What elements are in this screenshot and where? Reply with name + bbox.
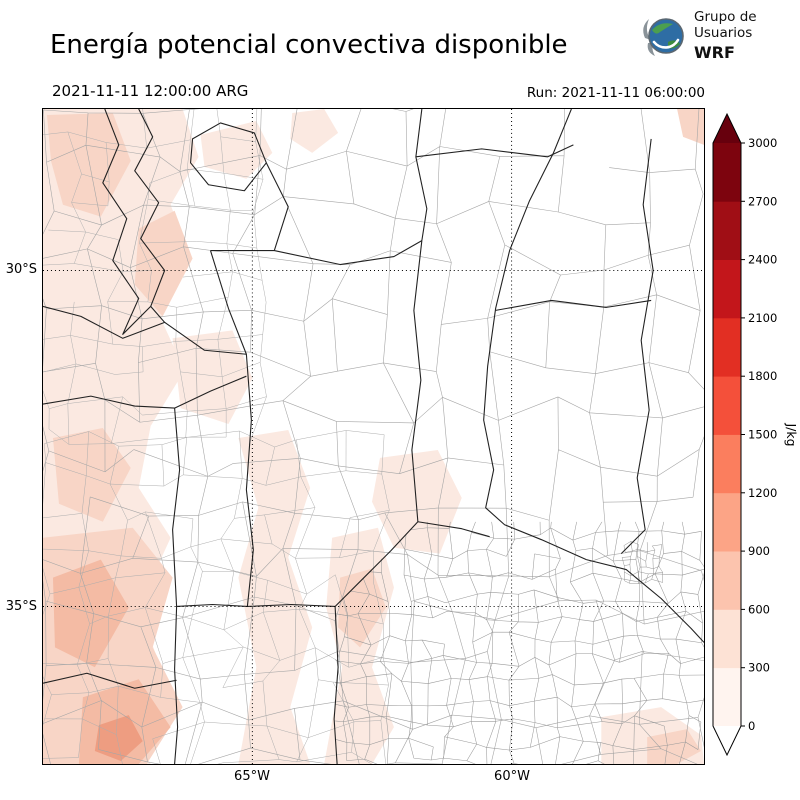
- colorbar-tick: 600: [748, 602, 770, 616]
- colorbar-tick: 300: [748, 661, 770, 675]
- colorbar-under-arrow: [713, 726, 741, 755]
- colorbar-tick: 1200: [748, 486, 777, 500]
- department-boundaries: [43, 109, 704, 764]
- colorbar-segments: [712, 112, 742, 757]
- logo-text-line1: Grupo de: [694, 9, 757, 25]
- x-tick-60w: 60°W: [494, 769, 530, 784]
- logo-text-line2: Usuarios: [694, 24, 753, 41]
- colorbar-over-arrow: [713, 114, 741, 143]
- colorbar-tick: 1500: [748, 428, 777, 442]
- colorbar-tick-labels: 0 300 600 900 1200 1500 1800 2100 2400 2700 3000: [741, 136, 777, 733]
- colorbar-unit: J/kg: [784, 422, 799, 446]
- wrf-logo: Grupo de Usuarios WRF: [637, 9, 757, 63]
- y-tick-35s: 35°S: [5, 599, 37, 614]
- valid-time-label: 2021-11-11 12:00:00 ARG: [52, 82, 249, 100]
- colorbar-tick: 1800: [748, 369, 777, 383]
- colorbar-tick: 0: [748, 719, 755, 733]
- cape-shading: [43, 109, 704, 764]
- colorbar-tick: 2400: [748, 253, 777, 267]
- colorbar: 0 300 600 900 1200 1500 1800 2100 2400 2700 3000 J/…: [712, 112, 799, 757]
- wrf-logo-text: Grupo de Usuarios WRF: [694, 9, 757, 63]
- x-tick-65w: 65°W: [234, 769, 270, 784]
- province-boundaries: [43, 109, 704, 764]
- figure-title: Energía potencial convectiva disponible: [50, 30, 568, 60]
- colorbar-tick: 900: [748, 544, 770, 558]
- wrf-globe-icon: [643, 18, 684, 57]
- map-plot-area: [42, 108, 705, 765]
- colorbar-tick: 3000: [748, 136, 777, 150]
- colorbar-tick: 2100: [748, 311, 777, 325]
- colorbar-unit-label: J/kg: [784, 422, 799, 446]
- run-time-label: Run: 2021-11-11 06:00:00: [526, 85, 705, 101]
- map-canvas: [43, 109, 704, 764]
- y-tick-30s: 30°S: [5, 262, 37, 277]
- colorbar-tick: 2700: [748, 194, 777, 208]
- logo-text-wrf: WRF: [694, 42, 735, 62]
